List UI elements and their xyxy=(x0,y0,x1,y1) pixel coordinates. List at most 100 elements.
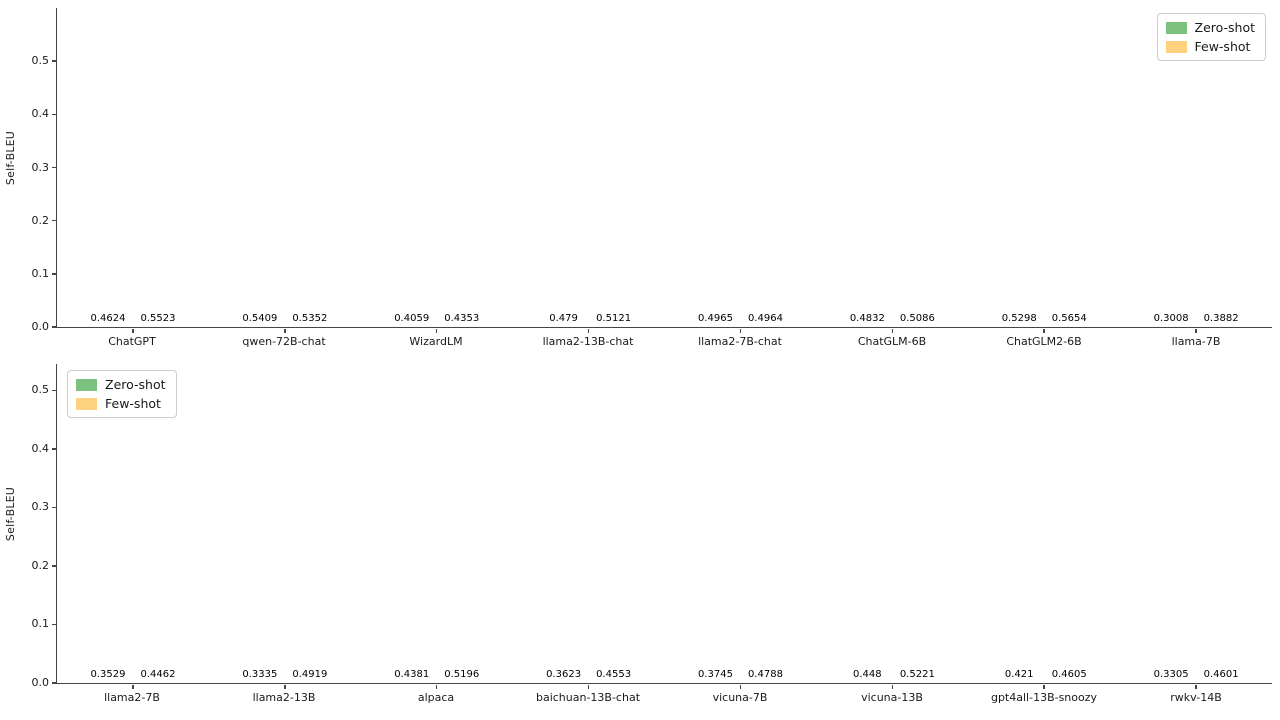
subplot-bottom: Self-BLEU 0.0 0.1 0.2 0.3 0.4 0.5 0.3529 0.4462… xyxy=(0,364,1280,704)
x-axis-label: vicuna-7B xyxy=(712,691,768,704)
y-axis-label: Self-BLEU xyxy=(4,130,17,185)
legend-label: Few-shot xyxy=(1194,39,1251,54)
y-axis-label: Self-BLEU xyxy=(4,486,17,541)
x-tick-mark xyxy=(1043,684,1045,689)
bar-value-label: 0.5298 xyxy=(1001,313,1037,324)
x-tick-mark xyxy=(284,684,286,689)
bar-value-label: 0.5221 xyxy=(899,669,935,680)
bar-value-label: 0.5196 xyxy=(444,669,480,680)
bar-groups: 0.3529 0.4462 0.3335 0.4919 0.4381 0.5196 0.36… xyxy=(57,364,1272,683)
y-tick-mark xyxy=(51,623,56,626)
y-tick-mark xyxy=(51,166,56,169)
bar-value-label: 0.3529 xyxy=(90,669,126,680)
legend-swatch-zero-shot xyxy=(1165,21,1187,34)
x-axis-label: gpt4all-13B-snoozy xyxy=(990,691,1098,704)
x-tick-mark xyxy=(435,328,438,333)
legend-item: Few-shot xyxy=(1165,39,1256,54)
y-tick-mark xyxy=(51,448,56,450)
bar-value-label: 0.4462 xyxy=(140,669,176,680)
x-tick-mark xyxy=(1195,684,1197,689)
y-tick-label: 0.1 xyxy=(31,617,50,631)
x-tick-mark xyxy=(891,684,893,689)
bar-value-label: 0.3745 xyxy=(697,669,733,680)
x-tick-mark xyxy=(132,328,134,333)
bar-value-label: 0.4059 xyxy=(394,313,430,324)
bar-value-label: 0.5121 xyxy=(596,313,632,324)
legend-item: Zero-shot xyxy=(1165,20,1256,35)
x-axis-label: vicuna-13B xyxy=(861,691,923,704)
bar-value-label: 0.3623 xyxy=(546,669,582,680)
x-tick-mark xyxy=(587,684,590,689)
bar-value-label: 0.4381 xyxy=(394,669,430,680)
subplot-top: Self-BLEU 0.0 0.1 0.2 0.3 0.4 0.5 0.4624 0.5523… xyxy=(0,8,1280,348)
y-tick-label: 0.5 xyxy=(31,54,50,68)
legend-swatch-few-shot xyxy=(1165,40,1187,53)
x-axis-label: ChatGLM-6B xyxy=(857,335,927,348)
x-tick-mark xyxy=(435,684,438,689)
x-axis-label: rwkv-14B xyxy=(1170,691,1222,704)
x-axis-label: llama2-13B-chat xyxy=(542,335,634,348)
x-axis-label: alpaca xyxy=(417,691,455,704)
bar-value-label: 0.5409 xyxy=(242,313,278,324)
bar-value-label: 0.4832 xyxy=(849,313,885,324)
y-tick-mark xyxy=(51,60,56,62)
y-tick-mark xyxy=(51,506,56,509)
x-axis-label: llama2-7B-chat xyxy=(698,335,782,348)
y-tick-mark xyxy=(51,389,56,392)
bar-value-label: 0.3008 xyxy=(1153,313,1189,324)
x-tick-mark xyxy=(739,328,742,333)
x-axis-label: qwen-72B-chat xyxy=(242,335,326,348)
bar-value-label: 0.3335 xyxy=(242,669,278,680)
legend-label: Zero-shot xyxy=(105,377,166,392)
legend-item: Zero-shot xyxy=(76,377,166,392)
bar-value-label: 0.5352 xyxy=(292,313,328,324)
y-tick-label: 0.4 xyxy=(31,107,50,121)
x-axis-label: ChatGPT xyxy=(108,335,156,348)
y-tick-label: 0.0 xyxy=(31,676,50,689)
x-axis-label: llama2-7B xyxy=(104,691,160,704)
x-axis-label: llama2-13B xyxy=(252,691,316,704)
bar-value-label: 0.479 xyxy=(549,313,578,324)
legend-item: Few-shot xyxy=(76,396,166,411)
legend: Zero-shot Few-shot xyxy=(1156,13,1266,61)
bar-value-label: 0.4553 xyxy=(596,669,632,680)
x-axis-label: ChatGLM2-6B xyxy=(1006,335,1082,348)
y-tick-mark xyxy=(51,113,56,116)
x-axis-label: llama-7B xyxy=(1171,335,1221,348)
x-axis-labels: llama2-7B llama2-13B alpaca baichuan-13B-ch… xyxy=(56,684,1272,704)
y-tick-mark xyxy=(51,565,56,567)
x-tick-mark xyxy=(1195,328,1197,333)
y-tick-mark xyxy=(51,682,56,684)
legend: Zero-shot Few-shot xyxy=(67,370,177,418)
x-tick-mark xyxy=(739,684,742,689)
y-tick-label: 0.2 xyxy=(31,213,50,227)
bar-value-label: 0.5086 xyxy=(899,313,935,324)
legend-swatch-zero-shot xyxy=(76,378,97,391)
bar-value-label: 0.4788 xyxy=(747,669,783,680)
bar-value-label: 0.421 xyxy=(1004,669,1034,680)
x-axis-label: baichuan-13B-chat xyxy=(535,691,641,704)
y-tick-label: 0.5 xyxy=(31,383,50,397)
bar-value-label: 0.4353 xyxy=(444,313,480,324)
y-tick-mark xyxy=(51,326,56,328)
y-tick-mark xyxy=(51,273,56,275)
bar-value-label: 0.4605 xyxy=(1051,669,1087,680)
x-tick-mark xyxy=(587,328,590,333)
bar-value-label: 0.5523 xyxy=(140,313,176,324)
legend-label: Few-shot xyxy=(105,396,161,411)
bar-value-label: 0.3305 xyxy=(1153,669,1189,680)
legend-label: Zero-shot xyxy=(1194,20,1256,35)
bar-value-label: 0.4964 xyxy=(747,313,783,324)
y-tick-label: 0.3 xyxy=(31,500,50,514)
y-tick-label: 0.3 xyxy=(31,160,50,174)
x-axis-label: WizardLM xyxy=(409,335,463,348)
bar-groups: 0.4624 0.5523 0.5409 0.5352 0.4059 0.4353 0.47… xyxy=(57,8,1272,327)
y-tick-label: 0.0 xyxy=(31,320,50,333)
bar-value-label: 0.4601 xyxy=(1203,669,1239,680)
y-tick-label: 0.2 xyxy=(31,558,50,572)
legend-swatch-few-shot xyxy=(76,397,97,410)
bar-value-label: 0.4919 xyxy=(292,669,328,680)
plot-area: 0.0 0.1 0.2 0.3 0.4 0.5 0.4624 0.5523 0.5409 0.53… xyxy=(32,8,1272,333)
y-tick-mark xyxy=(51,219,56,222)
